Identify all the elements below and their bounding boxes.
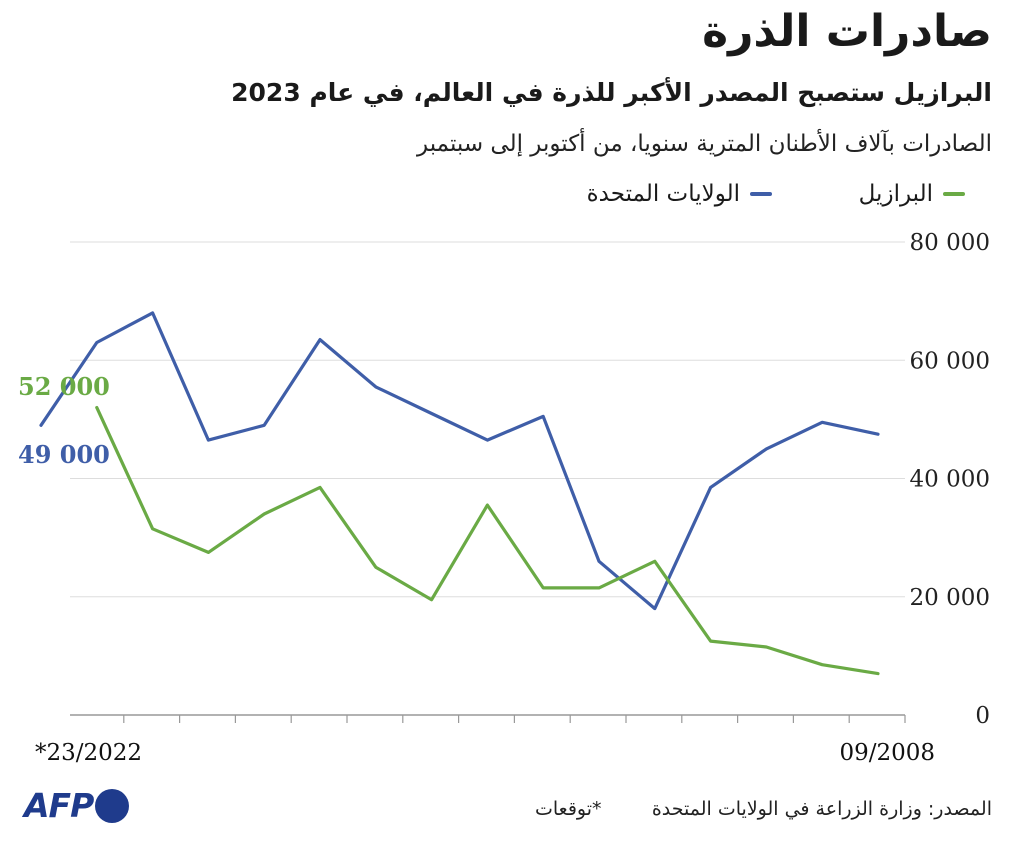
source-note: المصدر: وزارة الزراعة في الولايات المتحد… — [651, 798, 992, 820]
y-tick-label: 40 000 — [910, 467, 990, 493]
y-axis-ticks: 0 20 000 40 000 60 000 80 000 — [910, 230, 990, 729]
us-end-label: 49 000 — [18, 440, 110, 469]
y-tick-label: 0 — [975, 703, 990, 729]
x-axis: 09/2008 *23/2022 — [35, 714, 935, 766]
x-label-last: *23/2022 — [35, 740, 142, 766]
forecast-footnote: *توقعات — [535, 798, 602, 820]
afp-logo-text: AFP — [24, 786, 94, 825]
y-tick-label: 80 000 — [910, 230, 990, 256]
legend-swatch-brazil — [943, 192, 965, 196]
us-series-line — [39, 311, 880, 611]
x-label-first: 09/2008 — [839, 740, 935, 766]
afp-logo-dot-icon — [95, 788, 130, 823]
legend-swatch-us — [750, 192, 772, 196]
y-tick-label: 60 000 — [910, 348, 990, 374]
legend-item-us: الولايات المتحدة — [587, 181, 772, 207]
grid-lines — [70, 241, 905, 598]
chart-title: صادرات الذرة — [702, 6, 992, 57]
legend-label-us: الولايات المتحدة — [586, 181, 740, 207]
unit-note: الصادرات بآلاف الأطنان المترية سنويا، من… — [417, 131, 992, 157]
afp-logo: AFP — [24, 786, 130, 825]
chart-subtitle: البرازيل ستصبح المصدر الأكبر للذرة في ال… — [231, 78, 992, 107]
end-labels: 52 000 49 000 — [18, 372, 110, 469]
brazil-series-line — [95, 406, 880, 676]
legend-label-brazil: البرازيل — [858, 181, 933, 207]
y-tick-label: 20 000 — [910, 585, 990, 611]
legend-item-brazil: البرازيل — [859, 181, 965, 207]
series-lines — [39, 311, 880, 676]
brazil-end-label: 52 000 — [18, 372, 110, 401]
